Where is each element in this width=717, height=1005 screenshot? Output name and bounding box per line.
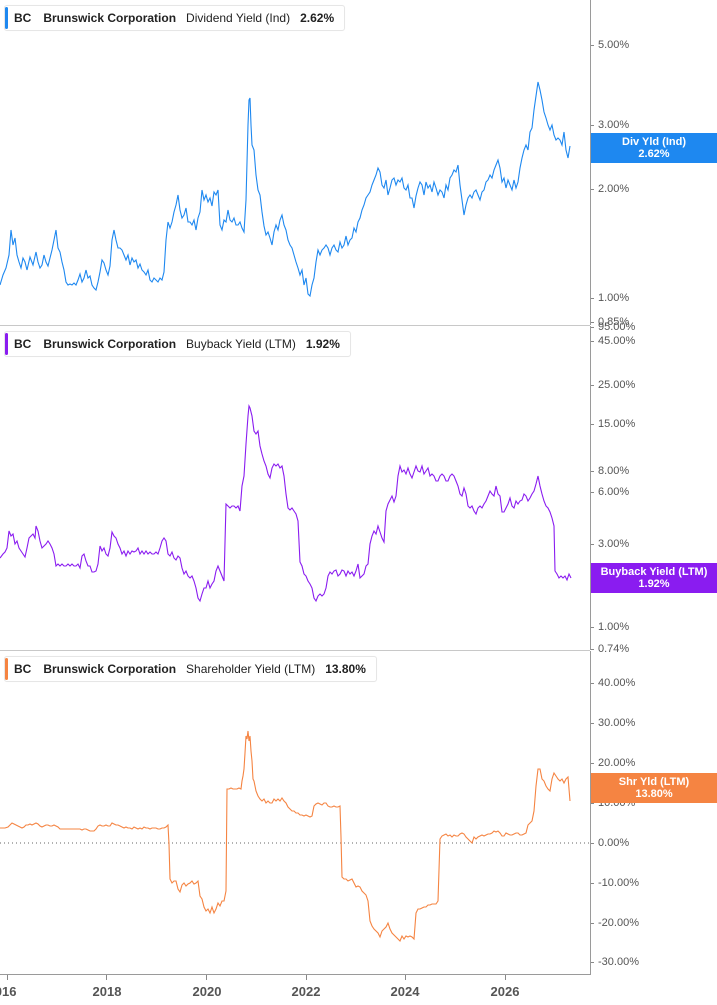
ticker: BC: [14, 11, 32, 25]
dividend-yield-line: [0, 81, 571, 298]
x-tick: [505, 975, 506, 980]
y-tick: 15.00%: [590, 418, 636, 430]
current-value-flag: Shr Yld (LTM) 13.80%: [591, 773, 717, 803]
current-value-flag: Div Yld (Ind) 2.62%: [591, 133, 717, 163]
flag-value: 2.62%: [638, 148, 670, 160]
y-tick: 0.00%: [590, 837, 630, 849]
y-axis-line: [590, 0, 591, 325]
shareholder-yield-line: [0, 730, 590, 942]
y-tick: 3.00%: [590, 538, 630, 550]
shareholder-yield-panel: BC Brunswick Corporation Shareholder Yie…: [0, 651, 717, 974]
company-name: Brunswick Corporation: [43, 662, 177, 676]
x-tick: [306, 975, 307, 980]
current-value-flag: Buyback Yield (LTM) 1.92%: [591, 563, 717, 593]
x-tick: [7, 975, 8, 980]
dividend-yield-legend[interactable]: BC Brunswick Corporation Dividend Yield …: [4, 5, 346, 31]
flag-value: 13.80%: [635, 788, 673, 800]
y-tick: 0.85%: [590, 316, 630, 328]
y-tick: 1.00%: [590, 621, 630, 633]
y-tick: 95.00%: [590, 321, 636, 333]
metric-name: Shareholder Yield (LTM): [186, 662, 316, 676]
y-tick: 30.00%: [590, 717, 636, 729]
ticker: BC: [14, 337, 32, 351]
buyback-yield-panel: BC Brunswick Corporation Buyback Yield (…: [0, 321, 717, 655]
flag-label: Shr Yld (LTM): [618, 776, 690, 788]
company-name: Brunswick Corporation: [43, 337, 177, 351]
y-tick: -20.00%: [591, 917, 639, 929]
x-label-2016: 2016: [0, 984, 17, 999]
flag-label: Buyback Yield (LTM): [600, 566, 708, 578]
x-label-2026: 2026: [490, 984, 520, 999]
y-tick: 45.00%: [590, 335, 636, 347]
metric-value: 13.80%: [325, 662, 366, 676]
metric-name: Buyback Yield (LTM): [186, 337, 296, 351]
metric-value: 1.92%: [305, 337, 340, 351]
buyback-yield-line: [0, 404, 572, 603]
company-name: Brunswick Corporation: [43, 11, 177, 25]
series-color-marker: [5, 658, 8, 680]
x-tick: [106, 975, 107, 980]
y-tick: 20.00%: [590, 757, 636, 769]
flag-value: 1.92%: [638, 578, 670, 590]
metric-name: Dividend Yield (Ind): [186, 11, 291, 25]
buyback-yield-legend[interactable]: BC Brunswick Corporation Buyback Yield (…: [4, 331, 351, 357]
panel-divider[interactable]: [0, 325, 590, 326]
series-color-marker: [5, 7, 8, 29]
y-axis-line: [590, 326, 591, 650]
x-tick: [206, 975, 207, 980]
shareholder-yield-legend[interactable]: BC Brunswick Corporation Shareholder Yie…: [4, 656, 377, 682]
y-tick: 8.00%: [590, 465, 630, 477]
x-label-2022: 2022: [291, 984, 321, 999]
x-label-2018: 2018: [92, 984, 122, 999]
y-tick: 2.00%: [590, 183, 630, 195]
dividend-yield-panel: BC Brunswick Corporation Dividend Yield …: [0, 0, 717, 328]
y-tick: 1.00%: [590, 292, 630, 304]
y-axis-line: [590, 651, 591, 974]
x-tick: [405, 975, 406, 980]
y-tick: -30.00%: [591, 956, 639, 968]
x-axis-line: [0, 974, 591, 975]
series-color-marker: [5, 333, 8, 355]
x-label-2020: 2020: [192, 984, 222, 999]
y-tick: 40.00%: [590, 677, 636, 689]
y-tick: 25.00%: [590, 379, 636, 391]
metric-value: 2.62%: [300, 11, 335, 25]
y-tick: -10.00%: [591, 877, 639, 889]
y-tick: 0.74%: [590, 643, 630, 655]
y-tick: 5.00%: [590, 39, 630, 51]
flag-label: Div Yld (Ind): [622, 136, 686, 148]
x-label-2024: 2024: [390, 984, 420, 999]
ticker: BC: [14, 662, 32, 676]
y-tick: 3.00%: [590, 119, 630, 131]
y-tick: 6.00%: [590, 486, 630, 498]
panel-divider[interactable]: [0, 650, 590, 651]
